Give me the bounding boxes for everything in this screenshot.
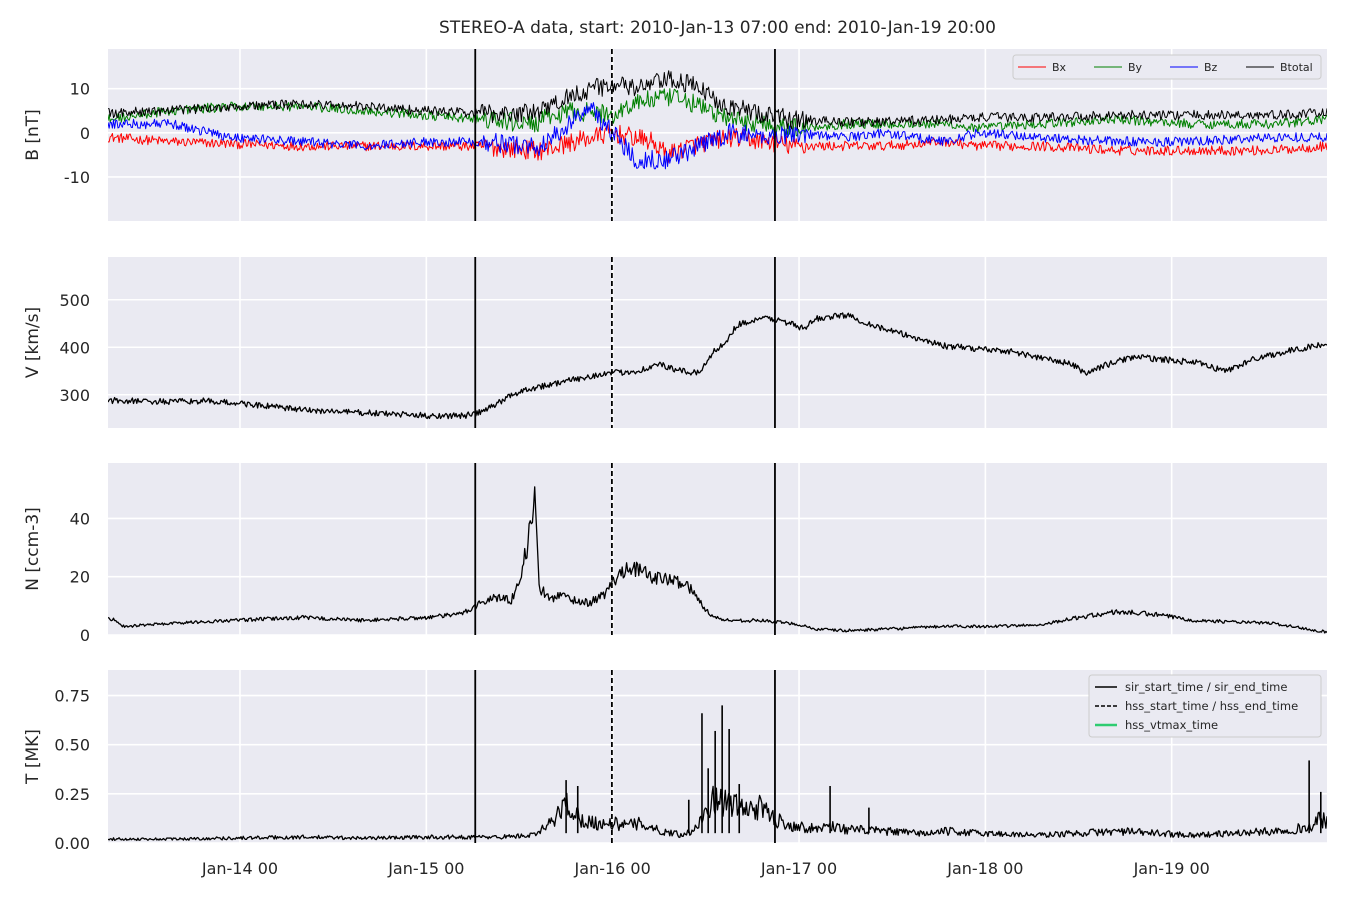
y-tick-label: 10 (70, 80, 90, 99)
y-axis-label: T [MK] (23, 729, 43, 785)
x-tick-label: Jan-16 00 (574, 859, 651, 878)
y-tick-label: 20 (70, 568, 90, 587)
magnetic-field-legend: Bx By Bz Btotal (1012, 54, 1322, 80)
y-tick-label: 0 (80, 626, 90, 645)
event-legend: sir_start_time / sir_end_time hss_start_t… (1088, 674, 1322, 738)
series-line-series-1 (108, 785, 1327, 842)
y-tick-label: 0 (80, 124, 90, 143)
plot-area (108, 312, 1327, 420)
y-axis-label: V [km/s] (23, 307, 43, 378)
y-tick-label: -10 (64, 168, 90, 187)
panel-background (108, 257, 1327, 428)
legend-label: sir_start_time / sir_end_time (1125, 680, 1287, 694)
figure-title: STEREO-A data, start: 2010-Jan-13 07:00 … (439, 18, 996, 38)
x-tick-label: Jan-14 00 (201, 859, 278, 878)
plot-area (108, 486, 1327, 634)
legend-label: hss_vtmax_time (1125, 718, 1218, 732)
plot-area (108, 70, 1327, 170)
series-line-Btotal (108, 70, 1327, 130)
x-tick-label: Jan-19 00 (1133, 859, 1210, 878)
x-tick-label: Jan-15 00 (387, 859, 464, 878)
panel-background (108, 463, 1327, 635)
y-tick-label: 300 (59, 386, 90, 405)
series-line-series-1 (108, 486, 1327, 634)
series-line-Bx (108, 123, 1327, 165)
panel-2: 300 400 500 V [km/s] (23, 257, 1327, 428)
panel-3: 0 20 40 N [ccm-3] (23, 463, 1327, 645)
series-line-Bz (108, 102, 1327, 170)
legend-box (1088, 674, 1322, 738)
legend-label-By: By (1128, 61, 1143, 74)
x-tick-label: Jan-17 00 (760, 859, 837, 878)
legend-label-Btotal: Btotal (1280, 61, 1313, 74)
y-tick-label: 0.75 (54, 687, 90, 706)
y-tick-label: 40 (70, 509, 90, 528)
y-tick-label: 0.00 (54, 834, 90, 853)
y-axis-label: N [ccm-3] (23, 507, 43, 591)
legend-label: hss_start_time / hss_end_time (1125, 699, 1298, 713)
series-line-series-1 (108, 312, 1327, 420)
y-tick-label: 0.50 (54, 736, 90, 755)
y-tick-label: 400 (59, 338, 90, 357)
x-tick-label: Jan-18 00 (946, 859, 1023, 878)
y-tick-label: 0.25 (54, 785, 90, 804)
legend-label-Bz: Bz (1204, 61, 1218, 74)
legend-box (1012, 54, 1322, 80)
y-axis-label: B [nT] (23, 109, 43, 161)
legend-label-Bx: Bx (1052, 61, 1067, 74)
plot-area (108, 705, 1327, 842)
y-tick-label: 500 (59, 291, 90, 310)
